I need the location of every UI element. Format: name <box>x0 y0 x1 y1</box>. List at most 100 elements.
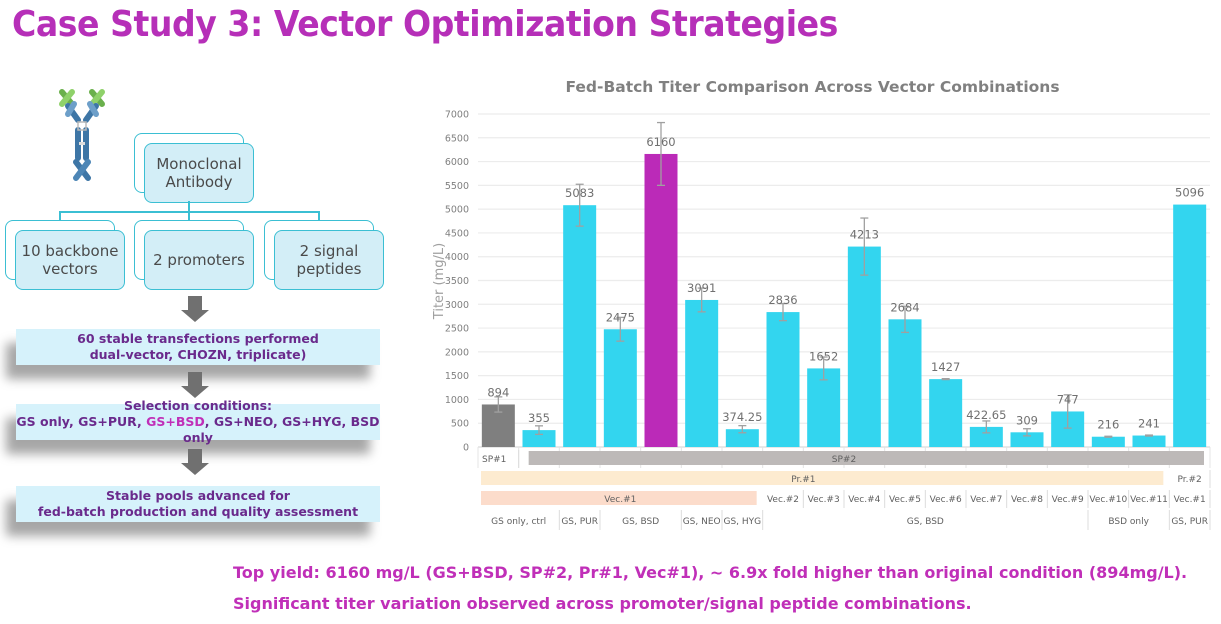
category-label-vector: Vec.#4 <box>848 495 880 505</box>
data-label: 4213 <box>850 228 879 242</box>
connector <box>188 211 190 220</box>
y-tick-label: 5000 <box>445 205 469 216</box>
category-label-vector: Vec.#6 <box>930 495 962 505</box>
data-label: 894 <box>487 385 509 399</box>
data-label: 747 <box>1057 392 1079 406</box>
root-node: Monoclonal Antibody <box>144 143 254 203</box>
y-tick-label: 3500 <box>445 276 469 287</box>
category-label-selection: BSD only <box>1108 517 1149 527</box>
y-tick-label: 6500 <box>445 133 469 144</box>
data-label: 2836 <box>768 293 797 307</box>
bar <box>847 246 881 447</box>
data-label: 1652 <box>809 349 838 363</box>
child-line: 2 promoters <box>153 251 245 269</box>
down-arrow-icon <box>181 449 209 475</box>
category-label-promoter: Pr.#2 <box>1178 475 1202 485</box>
y-tick-label: 1500 <box>445 371 469 382</box>
y-tick-label: 2000 <box>445 347 469 358</box>
y-tick-label: 4500 <box>445 228 469 239</box>
category-label-selection: GS, HYG <box>724 517 762 527</box>
y-tick-label: 4000 <box>445 252 469 263</box>
category-label-vector: Vec.#9 <box>1052 495 1084 505</box>
category-label-selection: GS, BSD <box>622 517 659 527</box>
child-node-vectors: 10 backbone vectors <box>15 230 125 290</box>
y-tick-label: 7000 <box>445 110 469 121</box>
footer-line-variation: Significant titer variation observed acr… <box>233 594 972 613</box>
category-band-vector <box>481 491 757 505</box>
bar <box>603 329 637 447</box>
child-line: 2 signal <box>299 242 359 260</box>
bar <box>1010 432 1044 447</box>
data-label: 309 <box>1016 413 1038 427</box>
y-tick-label: 0 <box>463 443 469 454</box>
bar <box>685 299 719 447</box>
data-label: 216 <box>1097 418 1119 432</box>
y-tick-label: 5500 <box>445 181 469 192</box>
data-label: 241 <box>1138 417 1160 431</box>
y-tick-label: 6000 <box>445 157 469 168</box>
bar <box>522 430 556 447</box>
down-arrow-icon <box>181 372 209 398</box>
category-band-promoter <box>481 471 1164 485</box>
category-band-signal_peptide <box>528 451 1204 465</box>
data-label: 355 <box>528 411 550 425</box>
bar <box>888 319 922 447</box>
data-label: 6160 <box>646 135 675 149</box>
bar <box>929 379 963 447</box>
connector <box>188 201 190 211</box>
category-label-selection: GS only, ctrl <box>491 517 546 527</box>
category-label-vector: Vec.#2 <box>767 495 799 505</box>
step-line: 60 stable transfections performed <box>77 331 319 346</box>
category-label-promoter: Pr.#1 <box>791 475 815 485</box>
bar <box>1173 204 1207 447</box>
selection-highlight: GS+BSD <box>146 414 205 429</box>
bar <box>725 429 759 447</box>
y-tick-label: 500 <box>451 419 469 430</box>
y-axis-label: Titer (mg/L) <box>432 243 447 320</box>
y-tick-label: 1000 <box>445 395 469 406</box>
category-label-vector: Vec.#1 <box>1174 495 1206 505</box>
bar <box>644 153 678 447</box>
child-line: 10 backbone <box>21 242 119 260</box>
step-selection: Selection conditions: GS only, GS+PUR, G… <box>16 398 380 445</box>
y-tick-label: 2500 <box>445 324 469 335</box>
down-arrow-icon <box>181 296 209 322</box>
child-line: vectors <box>42 260 98 278</box>
y-tick-label: 3000 <box>445 300 469 311</box>
child-node-promoters: 2 promoters <box>144 230 254 290</box>
data-label: 5096 <box>1175 186 1204 200</box>
category-label-selection: GS, PUR <box>1171 517 1208 527</box>
antibody-icon <box>59 89 105 181</box>
step-line: dual-vector, CHOZN, triplicate) <box>89 347 307 362</box>
selection-text: , GS+NEO, GS+HYG, BSD only <box>183 414 380 445</box>
step-line: GS only, GS+PUR, GS+BSD, GS+NEO, GS+HYG,… <box>16 414 380 446</box>
bar <box>563 205 597 447</box>
data-label: 374.25 <box>722 410 762 424</box>
category-label-vector: Vec.#1 <box>604 495 636 505</box>
bar <box>1132 435 1166 447</box>
category-label-signal_peptide: SP#1 <box>482 455 506 465</box>
selection-text: GS only, GS+PUR, <box>16 414 147 429</box>
data-label: 1427 <box>931 360 960 374</box>
child-line: peptides <box>296 260 362 278</box>
connector <box>59 211 61 220</box>
step-stable-pools: Stable pools advanced for fed-batch prod… <box>16 486 380 522</box>
data-label: 5083 <box>565 186 594 200</box>
root-line-1: Monoclonal <box>156 155 242 173</box>
category-label-selection: GS, NEO <box>683 517 721 527</box>
category-label-vector: Vec.#3 <box>808 495 840 505</box>
data-label: 2684 <box>890 300 919 314</box>
category-label-signal_peptide: SP#2 <box>832 455 856 465</box>
child-node-signal-peptides: 2 signal peptides <box>274 230 384 290</box>
category-label-vector: Vec.#8 <box>1011 495 1043 505</box>
footer-line-top-yield: Top yield: 6160 mg/L (GS+BSD, SP#2, Pr#1… <box>233 563 1188 582</box>
connector <box>318 211 320 220</box>
step-line: Selection conditions: <box>123 398 273 413</box>
bar <box>766 312 800 447</box>
bar <box>969 426 1003 447</box>
data-label: 2475 <box>606 310 635 324</box>
chart-title: Fed-Batch Titer Comparison Across Vector… <box>565 78 1060 96</box>
category-label-vector: Vec.#7 <box>970 495 1002 505</box>
category-label-selection: GS, PUR <box>561 517 598 527</box>
